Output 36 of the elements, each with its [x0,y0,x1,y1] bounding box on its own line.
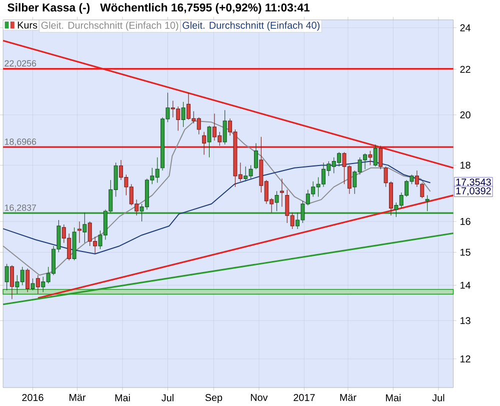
legend-label: Kurs [18,22,38,28]
x-tick-label: Mär [340,394,356,401]
ref-line-label: 16,2837 [4,204,36,212]
x-tick-label: Mai [115,394,130,402]
candlestick [10,264,14,300]
text: Gleit. Durchschnitt (Einfach 40) [182,21,320,31]
y-tick-label: 20 [460,111,470,118]
y-tick-label: 13 [460,316,470,324]
y-tick-label: 14 [460,282,470,288]
candlestick [77,221,82,243]
text: Gleit. Durchschnitt (Einfach 10) [41,21,178,31]
ref-line-label: 22,0256 [4,60,36,68]
x-tick-label: 2017 [294,394,315,401]
y-tick-label: 12 [460,355,470,362]
x-tick-label: 2016 [22,394,44,401]
x-tick-label: Nov [250,394,268,401]
x-tick-label: Jul [162,394,174,402]
candlestick [36,274,40,294]
candlestick [82,212,87,243]
chart-title: Silber Kassa (-) [8,3,90,14]
y-tick-label: 18 [460,162,470,169]
x-tick-label: Mai [386,394,401,402]
annotation: 17,3543 [456,178,491,187]
candlestick [280,178,284,207]
y-tick-label: 15 [460,248,470,256]
x-tick-label: Jul [432,394,444,402]
y-tick-label: 16 [460,218,470,225]
x-tick-label: Mär [70,394,86,401]
x-tick-label: Sep [205,394,222,403]
chart-subtitle: Wöchentlich 16,7595 (+0,92%) 11:03:41 [100,3,310,14]
y-tick-label: 24 [460,24,470,32]
y-tick-label: 22 [460,66,470,73]
candlestick [254,142,258,170]
annotation: 17,0392 [456,187,491,196]
ref-line-label: 18,6966 [4,138,36,146]
candlestick [26,268,30,292]
